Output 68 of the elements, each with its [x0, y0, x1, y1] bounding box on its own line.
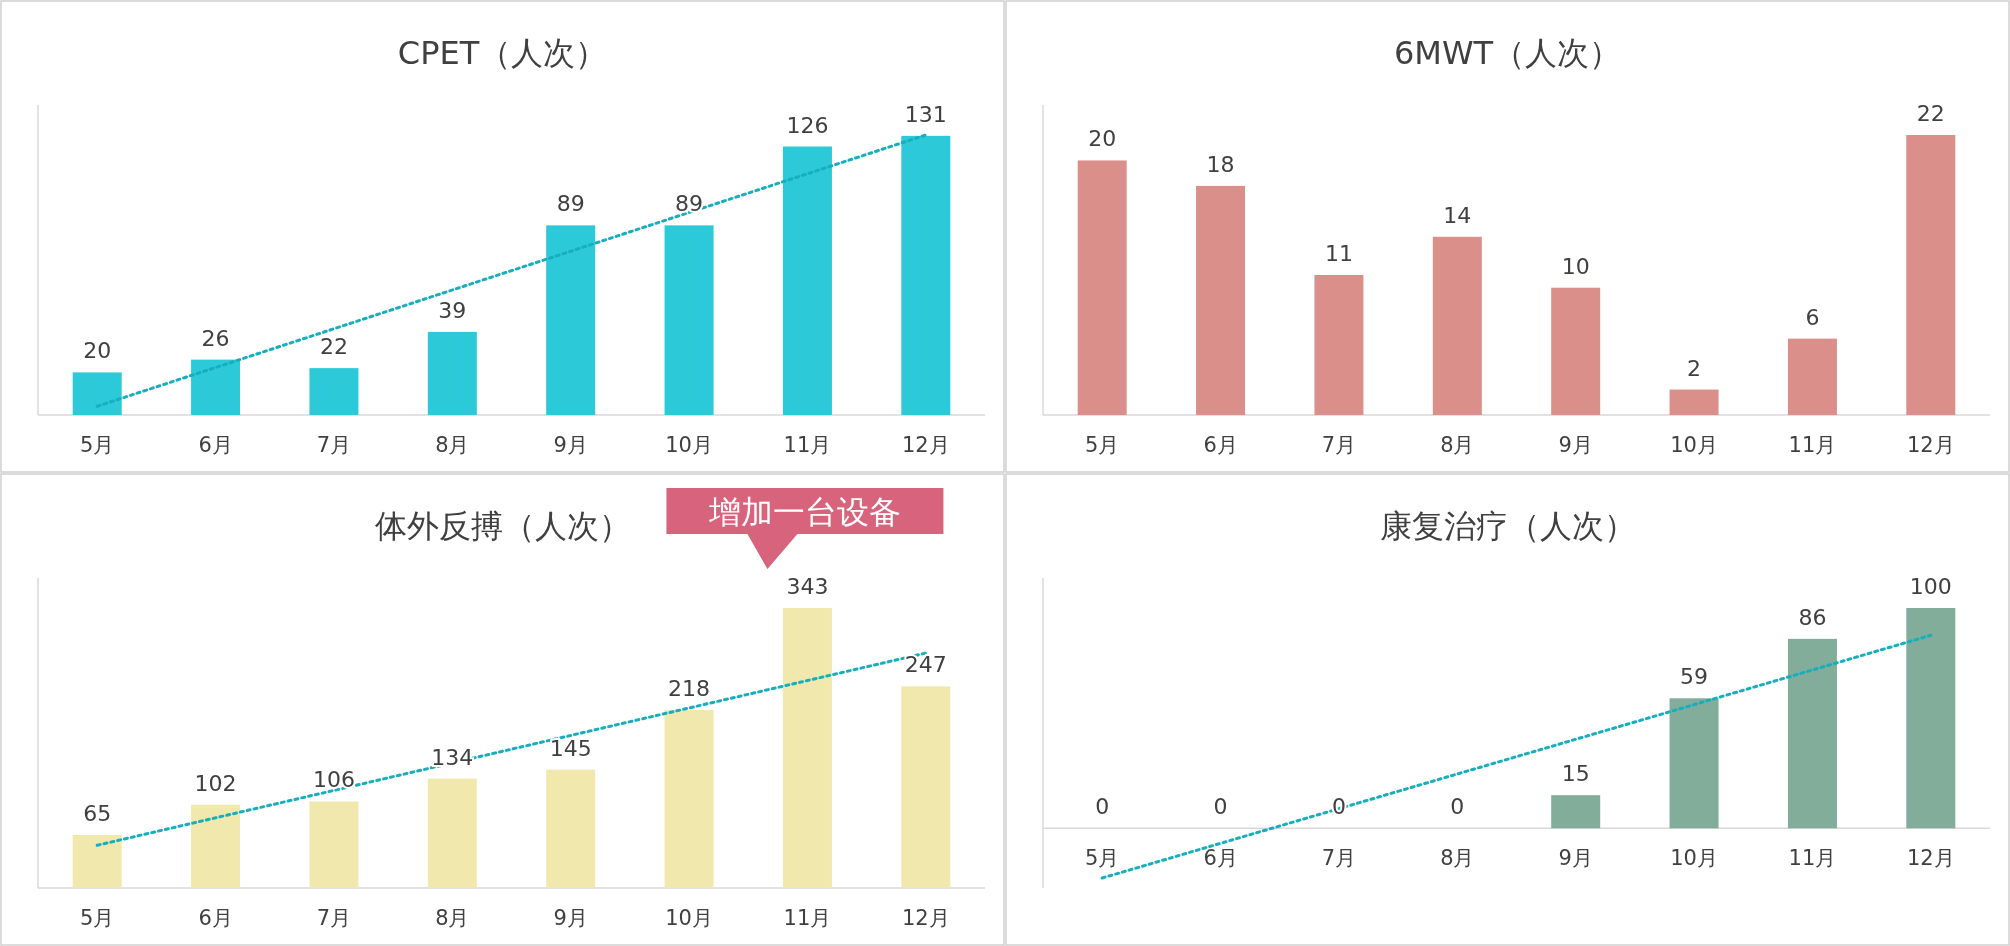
callout: 增加一台设备	[666, 488, 944, 569]
x-tick-label: 10月	[665, 433, 713, 457]
data-label: 89	[675, 191, 704, 217]
data-label: 100	[1909, 574, 1952, 599]
data-label: 15	[1561, 761, 1590, 787]
chart-title: CPET（人次）	[397, 34, 608, 72]
x-tick-label: 5月	[1085, 846, 1120, 871]
x-tick-label: 11月	[1788, 846, 1837, 871]
data-label: 218	[668, 676, 711, 702]
x-tick-label: 10月	[1670, 846, 1718, 871]
x-tick-label: 6月	[198, 433, 233, 457]
x-tick-label: 8月	[435, 433, 470, 457]
x-tick-label: 5月	[80, 906, 115, 930]
chart-title: 6MWT（人次）	[1393, 34, 1622, 72]
data-label: 86	[1798, 604, 1827, 630]
data-label: 20	[83, 338, 112, 364]
x-tick-label: 11月	[783, 906, 832, 930]
x-tick-label: 6月	[198, 906, 233, 930]
x-tick-label: 9月	[553, 433, 588, 457]
data-label: 0	[1213, 794, 1228, 820]
data-label: 343	[786, 574, 829, 599]
x-tick-label: 12月	[901, 906, 950, 930]
data-label: 2	[1687, 355, 1702, 381]
data-label: 89	[556, 191, 585, 217]
x-tick-label: 10月	[1670, 433, 1718, 457]
data-label: 14	[1443, 202, 1472, 228]
data-label: 0	[1095, 794, 1110, 820]
data-label: 11	[1324, 241, 1353, 266]
data-label: 102	[194, 770, 237, 796]
data-label: 39	[438, 297, 467, 323]
data-label: 0	[1450, 794, 1465, 820]
x-tick-label: 8月	[1440, 846, 1475, 871]
x-tick-label: 8月	[1440, 433, 1475, 457]
data-label: 247	[904, 652, 947, 678]
x-tick-label: 7月	[1321, 433, 1357, 457]
x-tick-label: 6月	[1203, 433, 1238, 457]
x-tick-label: 11月	[783, 433, 832, 457]
data-label: 106	[312, 767, 355, 793]
data-label: 22	[1916, 101, 1945, 126]
data-label: 131	[904, 101, 947, 127]
data-label: 22	[319, 334, 348, 360]
x-tick-label: 6月	[1203, 846, 1238, 871]
data-label: 18	[1206, 151, 1235, 177]
x-tick-label: 7月	[316, 906, 352, 930]
x-tick-label: 5月	[1085, 433, 1120, 457]
annotation: 增加一台设备	[707, 493, 901, 531]
data-label: 20	[1088, 126, 1117, 152]
data-label: 10	[1561, 253, 1590, 279]
x-tick-label: 5月	[80, 433, 115, 457]
x-tick-label: 7月	[316, 433, 352, 457]
x-tick-label: 7月	[1321, 846, 1357, 871]
data-label: 65	[83, 800, 112, 826]
x-tick-label: 12月	[901, 433, 950, 457]
x-tick-label: 9月	[553, 906, 588, 930]
chart-title: 康复治疗（人次）	[1379, 507, 1636, 545]
x-tick-label: 12月	[1906, 433, 1955, 457]
data-label: 145	[549, 735, 592, 761]
data-label: 6	[1805, 304, 1820, 330]
x-tick-label: 9月	[1558, 846, 1593, 871]
x-tick-label: 10月	[665, 906, 713, 930]
x-tick-label: 8月	[435, 906, 470, 930]
chart-title: 体外反搏（人次）	[374, 507, 631, 545]
x-tick-label: 9月	[1558, 433, 1593, 457]
data-label: 126	[786, 112, 829, 138]
data-label: 26	[201, 325, 230, 351]
data-label: 59	[1680, 664, 1709, 690]
x-tick-label: 11月	[1788, 433, 1837, 457]
x-tick-label: 12月	[1906, 846, 1955, 871]
